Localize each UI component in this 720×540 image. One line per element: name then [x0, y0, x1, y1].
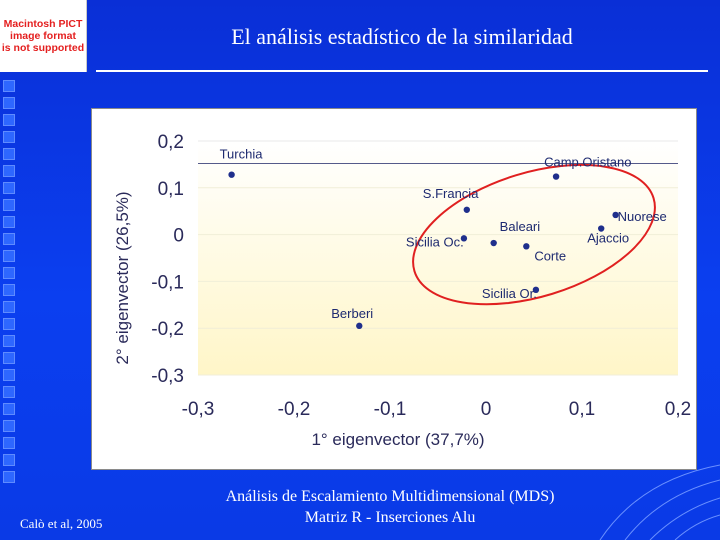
decorative-square	[3, 454, 15, 466]
point-marker	[552, 173, 560, 180]
point-marker	[356, 322, 363, 330]
pict-line-3: is not supported	[1, 42, 85, 54]
data-point-sicilia-oc-: Sicilia Oc.	[406, 234, 468, 249]
x-tick-label: -0,3	[182, 399, 215, 420]
point-label: S.Francia	[423, 186, 479, 201]
mds-scatter-chart: Turchia Camp.Oristano S.Francia Nuorese Bale…	[113, 132, 691, 449]
decorative-square	[3, 165, 15, 177]
decorative-square	[3, 386, 15, 398]
decorative-square	[3, 199, 15, 211]
data-point-corte: Corte	[523, 243, 566, 263]
decorative-square	[3, 369, 15, 381]
y-tick-label: -0,1	[151, 272, 184, 293]
x-tick-label: 0,1	[569, 399, 595, 420]
slide-title: El análisis estadístico de la similarida…	[231, 24, 573, 49]
x-tick-label: 0,2	[665, 399, 691, 420]
point-marker	[598, 225, 605, 232]
decorative-square	[3, 437, 15, 449]
decorative-square	[3, 420, 15, 432]
data-point-turchia: Turchia	[220, 147, 264, 178]
data-point-s-francia: S.Francia	[423, 186, 479, 213]
chart-frame: Turchia Camp.Oristano S.Francia Nuorese Bale…	[91, 108, 697, 470]
point-marker	[228, 171, 235, 178]
y-tick-label: -0,2	[151, 319, 184, 340]
data-point-ajaccio: Ajaccio	[587, 225, 629, 246]
decorative-square	[3, 250, 15, 262]
point-marker	[463, 206, 470, 213]
y-tick-label: -0,3	[151, 366, 184, 387]
data-point-camp-oristano: Camp.Oristano	[544, 155, 632, 180]
data-point-sicilia-or-: Sicilia Or.	[482, 286, 540, 301]
y-tick-label: 0,1	[158, 179, 184, 200]
title-underline	[96, 70, 708, 72]
grid-layer	[198, 140, 678, 376]
decorative-square	[3, 114, 15, 126]
y-axis-label: 2° eigenvector (26,5%)	[113, 191, 132, 364]
decorative-square	[3, 352, 15, 364]
pict-line-2: image format	[10, 30, 76, 42]
point-label: Nuorese	[618, 209, 667, 224]
x-tick-label: 0	[481, 399, 492, 420]
decorative-square	[3, 216, 15, 228]
decorative-square	[3, 182, 15, 194]
pict-placeholder: Macintosh PICT image format is not suppo…	[0, 0, 87, 72]
decorative-square	[3, 403, 15, 415]
y-tick-label: 0,2	[158, 132, 184, 153]
point-label: Berberi	[331, 306, 373, 321]
decorative-curves	[599, 464, 720, 540]
decorative-square	[3, 233, 15, 245]
decorative-square	[3, 335, 15, 347]
point-marker	[460, 235, 468, 242]
points-layer: Turchia Camp.Oristano S.Francia Nuorese Bale…	[220, 147, 667, 330]
x-tick-label: -0,1	[374, 399, 407, 420]
chart-caption: Análisis de Escalamiento Multidimensiona…	[190, 486, 590, 528]
point-marker	[532, 286, 540, 294]
pict-line-1: Macintosh PICT	[3, 18, 83, 30]
x-axis-label: 1° eigenvector (37,7%)	[311, 430, 484, 449]
ticks-layer: -0,3 -0,2 -0,1 0 0,1 0,2 0,2 0,1 0 -0,1 -0,2 -0,3	[151, 132, 691, 420]
point-marker	[490, 239, 497, 247]
point-label: Corte	[534, 248, 566, 263]
decorative-square	[3, 148, 15, 160]
decorative-square	[3, 131, 15, 143]
decorative-square	[3, 318, 15, 330]
decorative-square	[3, 301, 15, 313]
y-tick-label: 0	[173, 226, 184, 247]
plot-area	[198, 141, 678, 375]
point-label: Turchia	[220, 147, 264, 162]
point-marker	[612, 211, 619, 219]
cluster-ellipse	[412, 163, 656, 306]
data-point-nuorese: Nuorese	[612, 209, 667, 224]
point-label: Baleari	[500, 219, 541, 234]
point-label: Sicilia Oc.	[406, 234, 464, 249]
point-label: Sicilia Or.	[482, 286, 537, 301]
decorative-square	[3, 471, 15, 483]
point-label: Camp.Oristano	[544, 155, 631, 170]
decorative-square-column	[3, 80, 17, 488]
decorative-square	[3, 80, 15, 92]
decorative-square	[3, 97, 15, 109]
decorative-square	[3, 267, 15, 279]
citation: Calò et al, 2005	[20, 516, 103, 531]
point-label: Ajaccio	[587, 231, 629, 246]
data-point-baleari: Baleari	[490, 219, 541, 247]
decorative-square	[3, 284, 15, 296]
caption-line-2: Matriz R - Inserciones Alu	[304, 509, 476, 526]
x-tick-label: -0,2	[278, 399, 311, 420]
data-point-berberi: Berberi	[331, 306, 373, 330]
caption-line-1: Análisis de Escalamiento Multidimensiona…	[225, 488, 555, 505]
point-marker	[523, 243, 530, 250]
